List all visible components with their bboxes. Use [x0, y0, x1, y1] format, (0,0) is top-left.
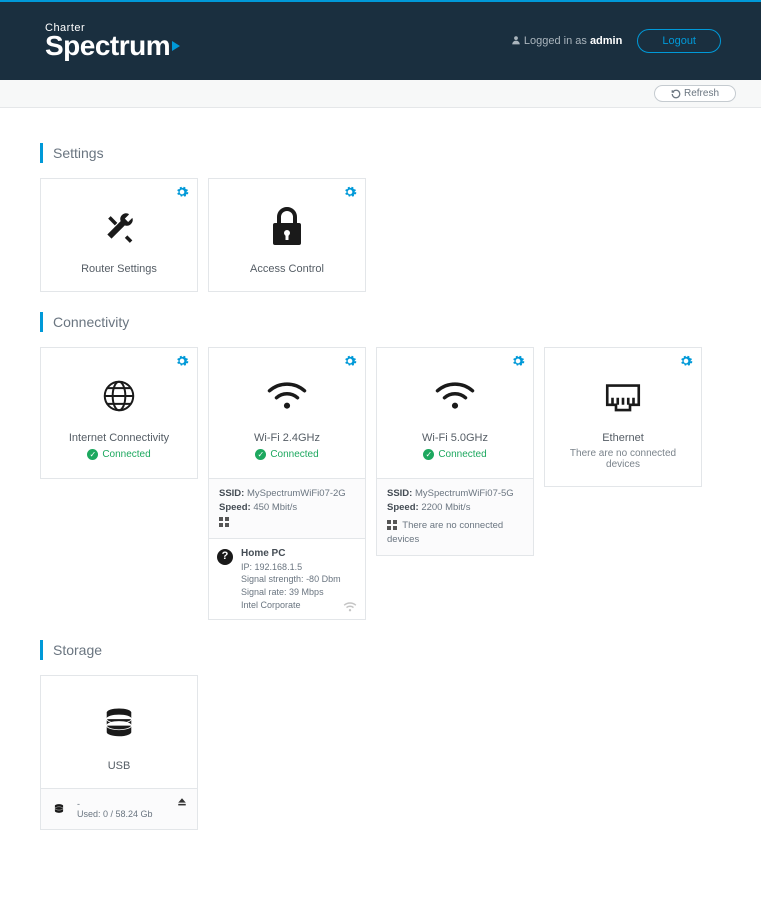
wifi24-details: SSID: MySpectrumWiFi07-2G Speed: 450 Mbi… — [208, 479, 366, 539]
logo-arrow-icon — [172, 41, 180, 51]
card-ethernet[interactable]: Ethernet There are no connected devices — [544, 347, 702, 487]
no-devices-text: There are no connected devices — [553, 448, 693, 470]
section-header-storage: Storage — [40, 640, 721, 660]
card-usb[interactable]: USB — [40, 675, 198, 789]
check-icon: ✓ — [423, 449, 434, 460]
card-title: Internet Connectivity — [49, 432, 189, 444]
usb-details: - Used: 0 / 58.24 Gb — [40, 789, 198, 830]
card-router-settings[interactable]: Router Settings — [40, 178, 198, 292]
qr-icon[interactable] — [387, 520, 397, 530]
refresh-icon — [671, 89, 681, 99]
card-title: Wi-Fi 5.0GHz — [385, 432, 525, 444]
check-icon: ✓ — [255, 449, 266, 460]
section-header-settings: Settings — [40, 143, 721, 163]
status-connected: ✓ Connected — [255, 449, 318, 460]
check-icon: ✓ — [87, 449, 98, 460]
section-title: Settings — [53, 145, 104, 161]
tools-icon — [49, 203, 189, 251]
card-title: USB — [49, 760, 189, 772]
section-title: Connectivity — [53, 314, 129, 330]
user-icon — [511, 35, 521, 45]
section-header-connectivity: Connectivity — [40, 312, 721, 332]
globe-icon — [49, 372, 189, 420]
card-title: Wi-Fi 2.4GHz — [217, 432, 357, 444]
wifi50-details: SSID: MySpectrumWiFi07-5G Speed: 2200 Mb… — [376, 479, 534, 556]
header: Charter Spectrum Logged in as admin Logo… — [0, 2, 761, 80]
qr-icon[interactable] — [219, 517, 229, 527]
card-access-control[interactable]: Access Control — [208, 178, 366, 292]
wifi24-device[interactable]: ? Home PC IP: 192.168.1.5 Signal strengt… — [208, 539, 366, 620]
status-connected: ✓ Connected — [87, 449, 150, 460]
card-title: Router Settings — [49, 263, 189, 275]
logo: Charter Spectrum — [45, 24, 180, 57]
eject-icon[interactable] — [177, 797, 187, 809]
gear-icon[interactable] — [343, 185, 357, 204]
status-connected: ✓ Connected — [423, 449, 486, 460]
refresh-button[interactable]: Refresh — [654, 85, 736, 102]
ethernet-icon — [553, 372, 693, 420]
card-title: Access Control — [217, 263, 357, 275]
logout-button[interactable]: Logout — [637, 29, 721, 53]
wifi-icon — [217, 372, 357, 420]
wifi-icon — [385, 372, 525, 420]
section-title: Storage — [53, 642, 102, 658]
unknown-device-icon: ? — [217, 549, 233, 565]
storage-mini-icon — [53, 803, 65, 815]
logo-spectrum: Spectrum — [45, 34, 180, 58]
storage-icon — [49, 700, 189, 748]
header-right: Logged in as admin Logout — [511, 29, 721, 53]
gear-icon[interactable] — [175, 354, 189, 373]
card-wifi-24[interactable]: Wi-Fi 2.4GHz ✓ Connected — [208, 347, 366, 479]
lock-icon — [217, 203, 357, 251]
subbar: Refresh — [0, 80, 761, 108]
gear-icon[interactable] — [343, 354, 357, 373]
logged-in-text: Logged in as admin — [511, 35, 623, 47]
wifi-signal-icon — [343, 601, 357, 613]
card-internet[interactable]: Internet Connectivity ✓ Connected — [40, 347, 198, 479]
device-name: Home PC — [241, 547, 341, 561]
card-wifi-50[interactable]: Wi-Fi 5.0GHz ✓ Connected — [376, 347, 534, 479]
gear-icon[interactable] — [679, 354, 693, 373]
gear-icon[interactable] — [175, 185, 189, 204]
card-title: Ethernet — [553, 432, 693, 444]
gear-icon[interactable] — [511, 354, 525, 373]
